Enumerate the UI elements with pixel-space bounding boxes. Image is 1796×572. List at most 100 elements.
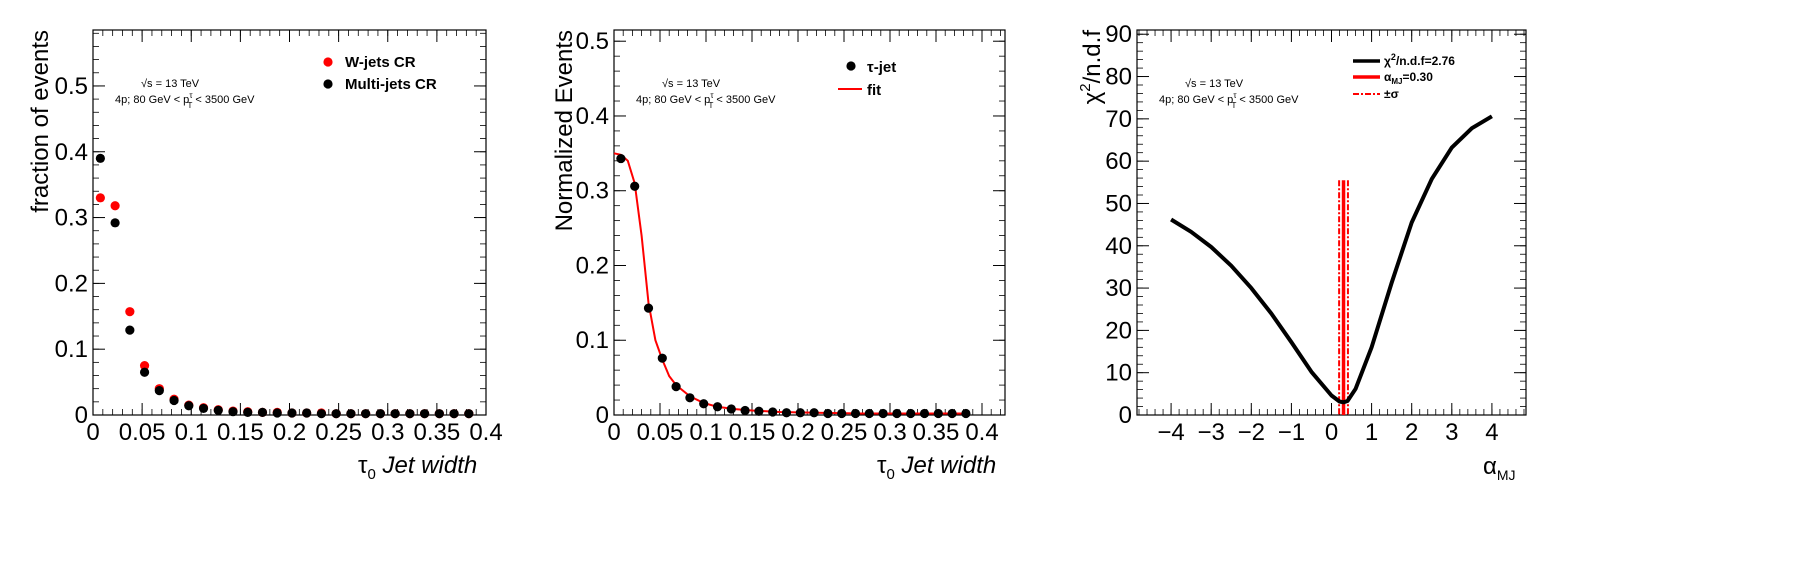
- x-tick-label: 4: [1485, 419, 1498, 446]
- y-tick-label: 30: [1105, 275, 1132, 302]
- legend-label: ±σ: [1384, 87, 1399, 101]
- data-point: [390, 409, 400, 419]
- legend-label: W-jets CR: [345, 54, 416, 71]
- data-point: [228, 407, 238, 417]
- data-point: [712, 402, 723, 412]
- x-tick-label: 0.05: [637, 419, 684, 446]
- data-point: [405, 409, 415, 419]
- legend-label: Multi-jets CR: [345, 76, 437, 93]
- data-point: [243, 407, 253, 417]
- pt-range-annotation: 4p; 80 GeV < pτ T < 3500 GeV: [115, 91, 255, 110]
- data-point: [630, 181, 640, 191]
- data-point: [892, 408, 902, 419]
- y-tick-label: 0.1: [55, 336, 88, 363]
- pt-range-annotation: 4p; 80 GeV < pτ T < 3500 GeV: [1159, 91, 1299, 110]
- x-tick-label: 1: [1365, 419, 1378, 446]
- x-tick-label: 0.1: [175, 419, 208, 446]
- x-tick-label: 0.4: [965, 419, 998, 446]
- y-tick-label: 0.1: [576, 327, 609, 354]
- data-point: [906, 408, 916, 419]
- data-point: [795, 408, 805, 418]
- x-tick-label: 0.15: [217, 419, 264, 446]
- energy-annotation: √s = 13 TeV: [1185, 78, 1244, 90]
- pt-range-annotation: 4p; 80 GeV < pτ T < 3500 GeV: [636, 91, 776, 110]
- data-point: [95, 193, 105, 203]
- y-tick-label: 10: [1105, 360, 1132, 387]
- panel-2: 0 0.05 0.1 0.15 0.2 0.25 0.3 0.35 0.400.10.20.30…: [576, 28, 1006, 446]
- y-tick-label: 0.5: [576, 28, 609, 55]
- legend-marker: [323, 57, 333, 67]
- data-point: [169, 395, 179, 406]
- data-point: [139, 361, 150, 371]
- x-tick-label: 0.4: [469, 419, 502, 446]
- data-point: [961, 408, 971, 419]
- data-point: [302, 408, 312, 418]
- x-tick-label: 2: [1405, 419, 1418, 446]
- data-point: [643, 303, 654, 313]
- energy-annotation: √s = 13 TeV: [141, 78, 200, 90]
- y-tick-label: 60: [1105, 148, 1132, 175]
- x-axis-label: τ0 Jet width: [358, 452, 477, 483]
- legend-label: αMJ=0.30: [1384, 70, 1433, 86]
- x-tick-label: 0.3: [873, 419, 906, 446]
- data-point: [657, 353, 667, 363]
- plot-frame: [613, 29, 1006, 416]
- data-point: [346, 409, 356, 419]
- x-tick-label: 0.2: [273, 419, 306, 446]
- data-point: [947, 408, 957, 419]
- x-tick-label: 0.05: [119, 419, 166, 446]
- legend-label: τ-jet: [867, 59, 896, 76]
- data-point: [823, 408, 833, 419]
- data-point: [419, 409, 430, 419]
- series--jet: [616, 153, 971, 419]
- fit-curve: [613, 152, 966, 415]
- legend-marker: [323, 79, 333, 89]
- x-tick-label: 0.25: [821, 419, 868, 446]
- y-axis-label: Normalized Events: [551, 30, 578, 231]
- legend: χ2/n.d.f=2.76 αMJ=0.30±σ: [1353, 52, 1455, 101]
- data-point: [671, 381, 681, 392]
- data-point: [257, 407, 268, 417]
- x-tick-label: 0.35: [913, 419, 960, 446]
- x-tick-label: −1: [1278, 419, 1305, 446]
- y-tick-label: 0.4: [576, 103, 609, 130]
- data-point: [272, 408, 282, 418]
- x-tick-label: 0: [86, 419, 99, 446]
- y-tick-label: 70: [1105, 106, 1132, 133]
- data-point: [434, 409, 444, 419]
- x-tick-label: −3: [1198, 419, 1225, 446]
- x-tick-label: 0.35: [414, 419, 461, 446]
- x-axis-label: τ0 Jet width: [877, 452, 996, 483]
- data-point: [809, 408, 819, 418]
- x-tick-label: 0.15: [729, 419, 776, 446]
- legend-marker: [846, 61, 856, 71]
- x-tick-label: 0.25: [315, 419, 362, 446]
- data-point: [864, 408, 874, 419]
- data-point: [781, 408, 792, 418]
- data-point: [184, 401, 194, 411]
- data-point: [740, 405, 750, 416]
- x-tick-label: −4: [1157, 419, 1184, 446]
- chi2-curve: [1170, 114, 1493, 405]
- x-axis-label: αMJ: [1483, 453, 1516, 483]
- legend-label: χ2/n.d.f=2.76: [1384, 52, 1455, 68]
- y-tick-label: 0.4: [55, 139, 88, 166]
- data-point: [878, 408, 888, 419]
- data-point: [110, 201, 120, 211]
- legend: W-jets CR Multi-jets CR: [323, 54, 437, 93]
- data-point: [125, 307, 135, 317]
- y-tick-label: 0: [1119, 402, 1132, 429]
- data-point: [754, 406, 764, 416]
- y-tick-label: 0.3: [576, 178, 609, 205]
- data-point: [361, 409, 371, 419]
- energy-annotation: √s = 13 TeV: [662, 78, 721, 90]
- data-point: [685, 393, 695, 403]
- y-tick-label: 0: [596, 402, 609, 429]
- y-tick-label: 0.5: [55, 73, 88, 100]
- x-tick-label: 0: [1325, 419, 1338, 446]
- panel-1: 0 0.05 0.1 0.15 0.2 0.25 0.3 0.35 0.4 0 0.1 0.2 0.3 0…: [55, 29, 503, 446]
- data-point: [95, 153, 105, 163]
- y-tick-label: 20: [1105, 317, 1132, 344]
- data-point: [726, 404, 736, 414]
- x-tick-label: −2: [1238, 419, 1265, 446]
